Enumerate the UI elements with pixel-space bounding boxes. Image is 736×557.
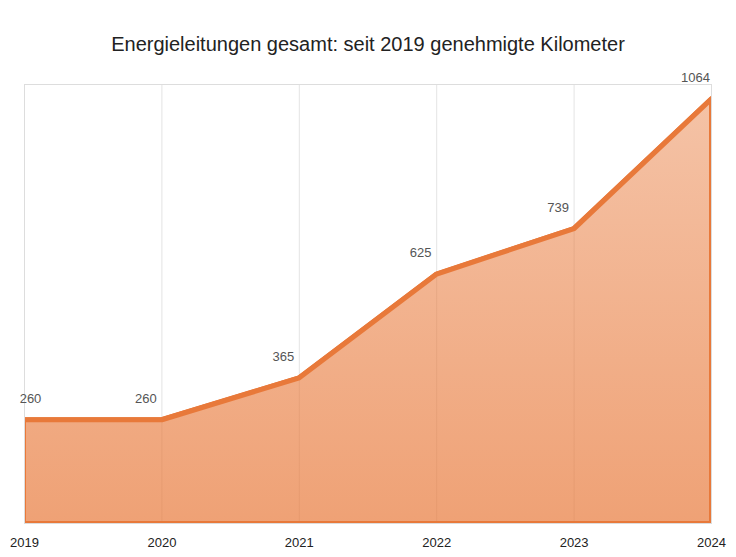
svg-text:365: 365 [272,349,294,364]
svg-text:2021: 2021 [285,535,314,550]
svg-text:1064: 1064 [681,70,710,85]
svg-text:260: 260 [20,391,42,406]
svg-text:2024: 2024 [697,535,726,550]
svg-text:2022: 2022 [422,535,451,550]
html-text:Energieleitungen gesamt: seit: Energieleitungen gesamt: seit 2019 geneh… [111,33,625,55]
svg-text:260: 260 [135,391,157,406]
svg-text:2019: 2019 [10,535,39,550]
svg-text:2023: 2023 [560,535,589,550]
svg-text:739: 739 [547,200,569,215]
svg-text:2020: 2020 [147,535,176,550]
svg-text:625: 625 [410,245,432,260]
